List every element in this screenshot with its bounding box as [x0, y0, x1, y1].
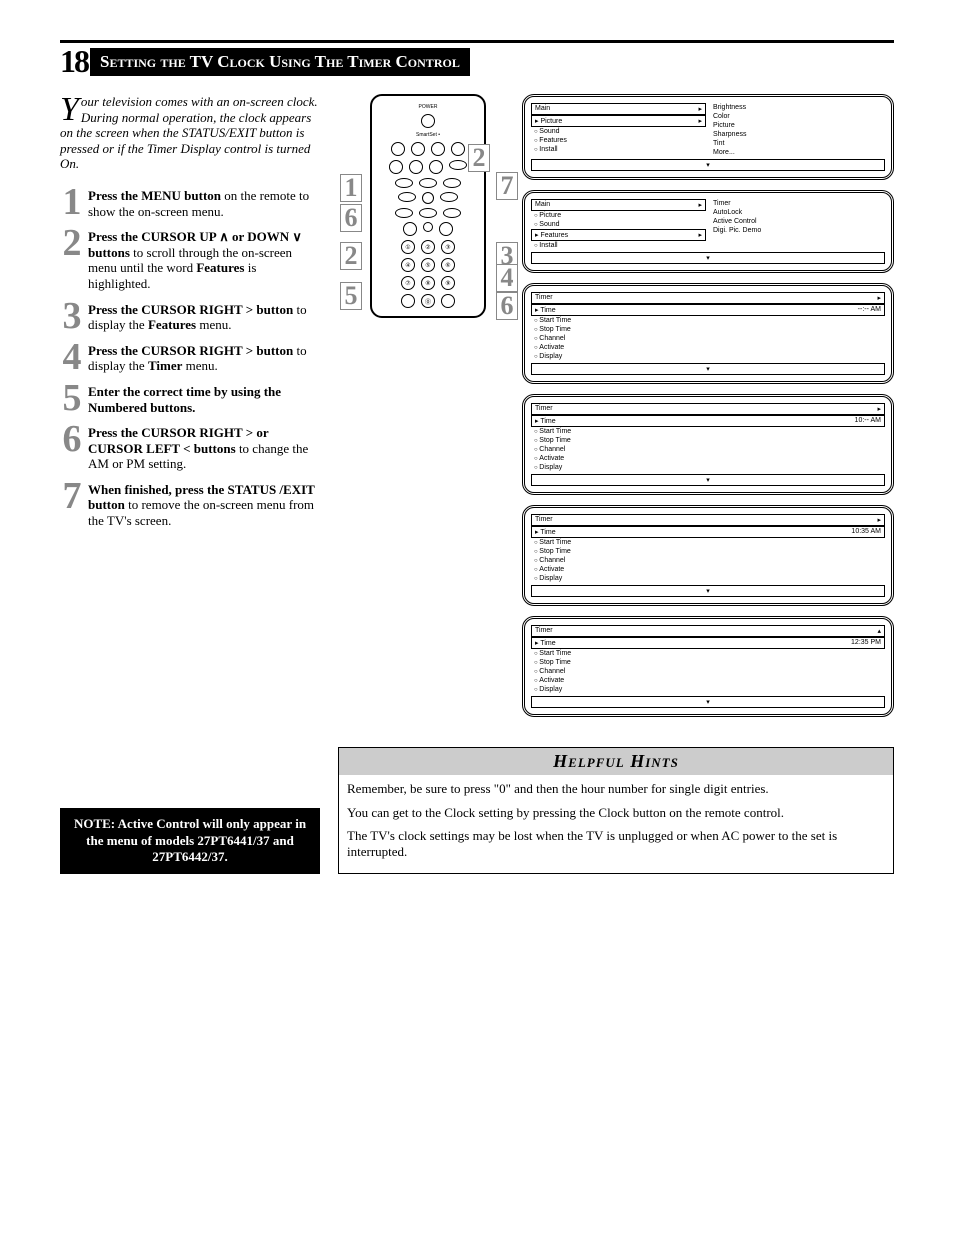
- menu-screenshot: Main▸PictureSound▸ Features▸Install Time…: [522, 190, 894, 273]
- hint-paragraph: The TV's clock settings may be lost when…: [347, 828, 885, 859]
- intro-text: our television comes with an on-screen c…: [60, 94, 318, 171]
- hint-paragraph: You can get to the Clock setting by pres…: [347, 805, 885, 821]
- callout-number: 6: [340, 204, 362, 232]
- callout-number: 2: [468, 144, 490, 172]
- step-number: 6: [60, 423, 84, 455]
- step-number: 2: [60, 227, 84, 259]
- callout-number: 2: [340, 242, 362, 270]
- step: 2 Press the CURSOR UP ∧ or DOWN ∨ button…: [60, 227, 320, 291]
- hints-box: Helpful Hints Remember, be sure to press…: [338, 747, 894, 874]
- intro-paragraph: Your television comes with an on-screen …: [60, 94, 320, 172]
- chapter-number: 18: [60, 43, 90, 80]
- step: 1 Press the MENU button on the remote to…: [60, 186, 320, 219]
- callout-number: 4: [496, 264, 518, 292]
- callout-number: 6: [496, 292, 518, 320]
- step-number: 1: [60, 186, 84, 218]
- callout-number: 1: [340, 174, 362, 202]
- step-text: When finished, press the STATUS /EXIT bu…: [88, 480, 320, 529]
- step-number: 4: [60, 341, 84, 373]
- step: 6 Press the CURSOR RIGHT > or CURSOR LEF…: [60, 423, 320, 472]
- step: 7 When finished, press the STATUS /EXIT …: [60, 480, 320, 529]
- step: 3 Press the CURSOR RIGHT > button to dis…: [60, 300, 320, 333]
- step-text: Press the CURSOR UP ∧ or DOWN ∨ buttons …: [88, 227, 320, 291]
- menu-screenshot: Timer▸▸ Time10:35 AMStart TimeStop TimeC…: [522, 505, 894, 606]
- step-text: Press the CURSOR RIGHT > button to displ…: [88, 341, 320, 374]
- instructions-column: Your television comes with an on-screen …: [60, 94, 320, 717]
- callout-number: 5: [340, 282, 362, 310]
- step-text: Press the MENU button on the remote to s…: [88, 186, 320, 219]
- hints-title: Helpful Hints: [339, 748, 893, 775]
- dropcap: Y: [60, 96, 79, 123]
- step-text: Press the CURSOR RIGHT > or CURSOR LEFT …: [88, 423, 320, 472]
- chapter-title: Setting the TV Clock Using The Timer Con…: [90, 48, 470, 76]
- diagram-column: POWER SmartSet •: [338, 94, 894, 717]
- step-text: Enter the correct time by using the Numb…: [88, 382, 320, 415]
- menu-screenshot: Timer▴▸ Time12:35 PMStart TimeStop TimeC…: [522, 616, 894, 717]
- step-text: Press the CURSOR RIGHT > button to displ…: [88, 300, 320, 333]
- menu-screenshot: Timer▸▸ Time10:-- AMStart TimeStop TimeC…: [522, 394, 894, 495]
- step-number: 5: [60, 382, 84, 414]
- step: 4 Press the CURSOR RIGHT > button to dis…: [60, 341, 320, 374]
- step-number: 3: [60, 300, 84, 332]
- chapter-header: 18 Setting the TV Clock Using The Timer …: [60, 40, 894, 80]
- callout-number: 7: [496, 172, 518, 200]
- hint-paragraph: Remember, be sure to press "0" and then …: [347, 781, 885, 797]
- menu-screenshot: Timer▸▸ Time--:-- AMStart TimeStop TimeC…: [522, 283, 894, 384]
- step: 5 Enter the correct time by using the Nu…: [60, 382, 320, 415]
- step-number: 7: [60, 480, 84, 512]
- menu-screenshot: Main▸▸ Picture▸SoundFeaturesInstall Brig…: [522, 94, 894, 180]
- note-box: NOTE: Active Control will only appear in…: [60, 808, 320, 875]
- remote-illustration: POWER SmartSet •: [338, 94, 518, 717]
